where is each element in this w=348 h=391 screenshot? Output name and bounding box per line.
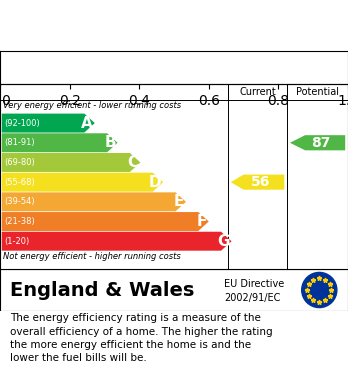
Text: 87: 87: [311, 136, 331, 150]
Text: The energy efficiency rating is a measure of the
overall efficiency of a home. T: The energy efficiency rating is a measur…: [10, 314, 273, 363]
Text: Not energy efficient - higher running costs: Not energy efficient - higher running co…: [3, 252, 181, 261]
Polygon shape: [231, 174, 284, 190]
Polygon shape: [290, 135, 345, 151]
Polygon shape: [2, 133, 118, 152]
Text: 2002/91/EC: 2002/91/EC: [224, 292, 281, 303]
Text: (81-91): (81-91): [5, 138, 35, 147]
Text: (55-68): (55-68): [5, 178, 35, 187]
Text: 56: 56: [251, 175, 271, 189]
Text: Very energy efficient - lower running costs: Very energy efficient - lower running co…: [3, 100, 182, 109]
Text: D: D: [149, 175, 161, 190]
Text: Current: Current: [239, 87, 276, 97]
Text: (92-100): (92-100): [5, 118, 40, 127]
Polygon shape: [2, 173, 163, 192]
Polygon shape: [2, 153, 140, 172]
Polygon shape: [2, 192, 186, 211]
Text: (69-80): (69-80): [5, 158, 35, 167]
Circle shape: [302, 273, 337, 308]
Text: A: A: [81, 116, 93, 131]
Text: C: C: [127, 155, 139, 170]
Text: Energy Efficiency Rating: Energy Efficiency Rating: [10, 7, 239, 25]
Text: EU Directive: EU Directive: [224, 279, 285, 289]
Text: B: B: [104, 135, 116, 150]
Text: (1-20): (1-20): [5, 237, 30, 246]
Text: (39-54): (39-54): [5, 197, 35, 206]
Polygon shape: [2, 232, 231, 251]
Text: England & Wales: England & Wales: [10, 280, 195, 300]
Text: F: F: [197, 214, 207, 229]
Text: (21-38): (21-38): [5, 217, 35, 226]
Text: Potential: Potential: [296, 87, 339, 97]
Text: E: E: [174, 194, 184, 209]
Polygon shape: [2, 212, 209, 231]
Polygon shape: [2, 114, 95, 133]
Text: G: G: [217, 234, 230, 249]
